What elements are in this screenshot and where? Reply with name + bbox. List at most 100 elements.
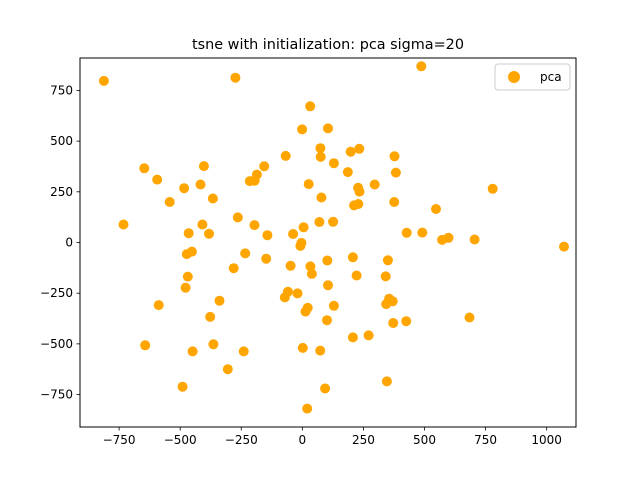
scatter-point-pca-75 xyxy=(214,295,225,306)
scatter-point-pca-16 xyxy=(342,167,353,178)
scatter-point-pca-97 xyxy=(381,376,392,387)
scatter-point-pca-4 xyxy=(297,124,308,135)
scatter-point-pca-91 xyxy=(297,342,308,353)
scatter-point-pca-94 xyxy=(187,346,198,357)
scatter-point-pca-73 xyxy=(279,292,290,303)
scatter-point-pca-66 xyxy=(351,270,362,281)
scatter-point-pca-41 xyxy=(197,219,208,230)
scatter-point-pca-3 xyxy=(305,101,316,112)
scatter-point-pca-8 xyxy=(345,146,356,157)
scatter-point-pca-29 xyxy=(316,192,327,203)
scatter-point-pca-12 xyxy=(328,158,339,169)
scatter-point-pca-50 xyxy=(437,234,448,245)
scatter-point-pca-21 xyxy=(249,175,260,186)
scatter-point-pca-24 xyxy=(195,179,206,190)
scatter-point-pca-79 xyxy=(328,300,339,311)
scatter-point-pca-92 xyxy=(238,346,249,357)
axes-frame xyxy=(79,57,577,428)
scatter-point-pca-88 xyxy=(347,332,358,343)
y-tick-label: −250 xyxy=(40,286,73,300)
scatter-point-pca-43 xyxy=(204,228,214,239)
scatter-point-pca-55 xyxy=(240,248,251,259)
scatter-point-pca-60 xyxy=(322,255,333,266)
x-tick-label: 250 xyxy=(352,433,375,447)
scatter-point-pca-44 xyxy=(183,228,194,239)
scatter-point-pca-77 xyxy=(381,299,392,310)
scatter-point-pca-30 xyxy=(207,193,218,204)
legend-marker-pca xyxy=(508,71,520,83)
scatter-point-pca-89 xyxy=(208,339,219,350)
scatter-point-pca-6 xyxy=(354,143,365,154)
scatter-point-pca-10 xyxy=(315,151,326,162)
x-tick-label: 500 xyxy=(413,433,436,447)
legend-box xyxy=(494,63,571,91)
scatter-point-pca-38 xyxy=(328,216,339,227)
scatter-point-pca-54 xyxy=(295,240,306,251)
x-tick-label: −750 xyxy=(103,433,136,447)
scatter-point-pca-1 xyxy=(230,72,241,83)
scatter-point-pca-52 xyxy=(559,241,569,252)
x-tick-label: −500 xyxy=(164,433,197,447)
scatter-point-pca-2 xyxy=(416,61,427,72)
scatter-point-pca-28 xyxy=(354,186,365,197)
scatter-point-pca-65 xyxy=(306,268,317,279)
scatter-point-pca-90 xyxy=(140,340,151,351)
y-tick-label: −500 xyxy=(40,337,73,351)
scatter-point-pca-98 xyxy=(320,383,331,394)
y-tick-label: 750 xyxy=(50,83,73,97)
y-tick-label: −750 xyxy=(40,388,73,402)
x-tick-label: 0 xyxy=(299,433,307,447)
scatter-point-pca-51 xyxy=(469,234,480,245)
scatter-point-pca-17 xyxy=(390,167,401,178)
scatter-point-pca-87 xyxy=(363,330,374,341)
scatter-point-pca-34 xyxy=(164,197,175,207)
scatter-point-pca-57 xyxy=(181,249,192,260)
x-tick-label: 750 xyxy=(474,433,497,447)
scatter-point-pca-84 xyxy=(322,315,332,326)
scatter-point-pca-68 xyxy=(380,271,391,282)
scatter-point-pca-14 xyxy=(198,161,209,172)
y-tick-label: 250 xyxy=(50,185,73,199)
scatter-point-pca-48 xyxy=(417,227,428,238)
scatter-point-pca-95 xyxy=(222,364,233,375)
scatter-point-pca-81 xyxy=(300,306,311,317)
scatter-point-pca-99 xyxy=(302,403,313,414)
scatter-point-pca-67 xyxy=(182,271,193,282)
scatter-point-pca-15 xyxy=(139,163,150,174)
scatter-point-pca-71 xyxy=(292,288,303,299)
scatter-point-pca-31 xyxy=(389,197,400,207)
scatter-point-pca-45 xyxy=(262,230,273,241)
legend: pca xyxy=(494,63,571,91)
scatter-point-pca-36 xyxy=(232,212,243,223)
scatter-point-pca-13 xyxy=(259,161,270,172)
scatter-point-pca-46 xyxy=(288,229,299,239)
scatter-point-pca-23 xyxy=(369,179,380,190)
scatter-point-pca-82 xyxy=(205,311,216,322)
scatter-point-pca-83 xyxy=(464,312,475,323)
scatter-point-pca-0 xyxy=(98,75,109,86)
scatter-point-pca-42 xyxy=(298,222,309,233)
scatter-point-pca-9 xyxy=(280,150,291,161)
y-tick-label: 500 xyxy=(50,134,73,148)
x-tick-label: 1000 xyxy=(531,433,562,447)
scatter-point-pca-59 xyxy=(261,253,272,264)
scatter-point-pca-63 xyxy=(305,261,316,272)
scatter-point-pca-18 xyxy=(152,174,163,185)
scatter-point-pca-11 xyxy=(389,151,400,162)
scatter-point-pca-64 xyxy=(228,263,239,274)
scatter-point-pca-69 xyxy=(180,282,191,293)
scatter-point-pca-93 xyxy=(315,345,326,356)
x-tick-label: −250 xyxy=(225,433,258,447)
scatter-point-pca-33 xyxy=(349,200,360,211)
scatter-point-pca-85 xyxy=(401,316,412,327)
scatter-point-pca-47 xyxy=(401,227,412,238)
scatter-point-pca-22 xyxy=(303,179,314,190)
scatter-point-pca-58 xyxy=(347,252,358,263)
scatter-point-pca-61 xyxy=(382,255,393,266)
legend-label-pca: pca xyxy=(540,70,562,84)
plot-area: −750 −500 −250 0 250 500 750 1000 −750 −500 −250 0 2… xyxy=(40,61,569,447)
chart-title: tsne with initialization: pca sigma=20 xyxy=(192,37,464,53)
scatter-point-pca-86 xyxy=(388,318,399,328)
scatter-point-pca-70 xyxy=(323,280,333,291)
